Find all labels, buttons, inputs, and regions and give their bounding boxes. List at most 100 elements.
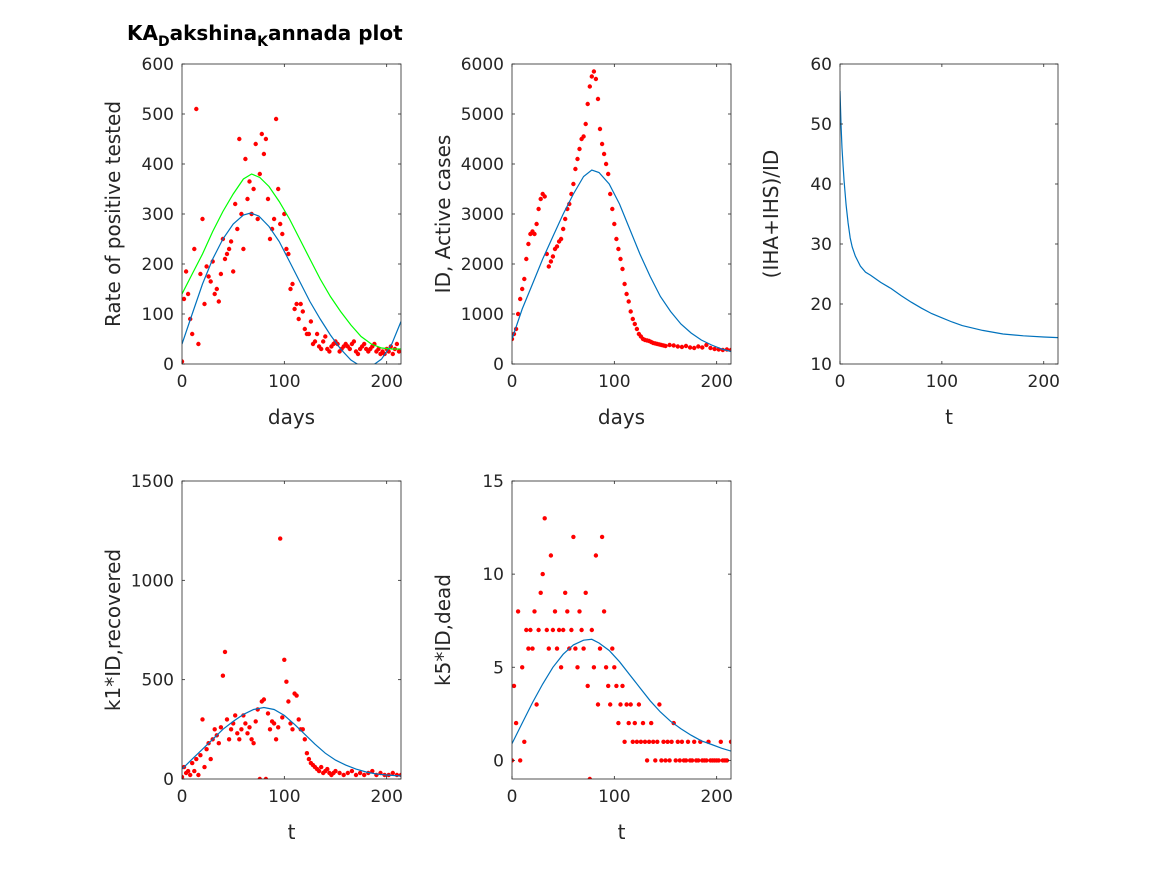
data-point — [200, 216, 205, 222]
data-point — [632, 720, 637, 726]
data-point — [603, 161, 609, 167]
y-tick-label: 0 — [493, 751, 504, 771]
data-point — [284, 679, 289, 684]
data-point — [626, 720, 631, 726]
fit-line — [512, 169, 731, 353]
data-point — [718, 739, 723, 744]
data-point — [513, 720, 519, 726]
data-point — [616, 246, 621, 252]
x-tick-label: 200 — [370, 372, 402, 392]
x-tick-label: 200 — [1028, 372, 1060, 392]
data-point — [634, 326, 640, 332]
plot-area — [182, 106, 401, 364]
data-point — [534, 702, 539, 707]
data-point — [288, 286, 293, 292]
data-point — [357, 770, 363, 776]
data-point — [628, 702, 633, 707]
data-point — [679, 739, 685, 744]
data-point — [636, 702, 642, 707]
data-point — [294, 693, 299, 698]
data-point — [548, 553, 554, 558]
data-point — [569, 627, 574, 633]
axes-box — [181, 480, 402, 780]
data-point — [612, 221, 617, 227]
data-point — [548, 259, 554, 264]
data-point — [370, 768, 375, 774]
data-point — [546, 646, 551, 651]
y-tick-label: 50 — [810, 115, 832, 135]
data-point — [558, 236, 564, 242]
data-point — [685, 739, 691, 744]
data-point — [528, 627, 533, 633]
data-point — [581, 646, 586, 651]
data-point — [595, 96, 601, 102]
data-point — [276, 725, 281, 730]
data-point — [620, 683, 625, 689]
y-tick-label: 40 — [810, 175, 832, 195]
data-point — [558, 665, 564, 670]
data-point — [700, 345, 705, 350]
data-point — [565, 609, 570, 614]
data-point — [265, 196, 271, 202]
y-tick-label: 0 — [163, 355, 174, 375]
data-point — [512, 683, 517, 689]
data-point — [267, 236, 273, 242]
data-point — [183, 269, 189, 274]
data-point — [308, 319, 314, 324]
data-point — [692, 345, 697, 351]
data-point — [235, 731, 240, 736]
fit-line — [182, 173, 401, 350]
data-point — [620, 266, 625, 272]
data-point — [651, 739, 656, 744]
data-point — [520, 286, 525, 292]
data-point — [302, 326, 307, 332]
data-point — [271, 721, 277, 726]
data-point — [325, 766, 330, 772]
data-point — [290, 727, 295, 732]
data-point — [704, 758, 709, 763]
fit-line — [840, 90, 1058, 339]
data-point — [665, 739, 670, 744]
data-point — [278, 221, 283, 227]
data-point — [327, 349, 332, 354]
data-point — [606, 171, 611, 177]
data-point — [294, 301, 299, 307]
data-point — [376, 346, 381, 352]
data-point — [273, 116, 279, 122]
data-point — [235, 226, 240, 232]
data-point — [595, 702, 601, 707]
data-point — [546, 264, 551, 269]
data-point — [216, 299, 221, 304]
data-point — [542, 516, 547, 521]
x-axis-label: t — [618, 820, 626, 844]
data-point — [526, 646, 531, 651]
data-point — [202, 301, 207, 307]
data-point — [286, 699, 291, 704]
data-point — [296, 316, 301, 322]
data-point — [704, 342, 709, 348]
data-point — [208, 756, 213, 762]
data-point — [563, 216, 568, 222]
subplot-4: 0 100 200 0 500 1000 1500 t k1*ID,recovered — [101, 472, 403, 844]
data-point — [655, 739, 660, 744]
y-axis-label: Rate of positive tested — [101, 101, 125, 327]
data-point — [284, 246, 289, 252]
data-point — [575, 665, 580, 670]
y-tick-label: 0 — [163, 770, 174, 790]
data-point — [708, 345, 713, 351]
y-tick-label: 30 — [810, 235, 832, 255]
x-axis-label: t — [945, 405, 953, 429]
data-point — [278, 536, 283, 541]
data-point — [185, 768, 191, 774]
data-point — [634, 739, 640, 744]
data-point — [204, 264, 209, 269]
y-axis-label: k1*ID,recovered — [101, 549, 125, 711]
data-point — [657, 702, 662, 707]
data-point — [208, 279, 213, 284]
data-point — [306, 331, 312, 337]
data-point — [206, 274, 211, 279]
data-point — [587, 84, 592, 89]
y-tick-label: 100 — [142, 305, 174, 325]
data-point — [263, 776, 269, 779]
